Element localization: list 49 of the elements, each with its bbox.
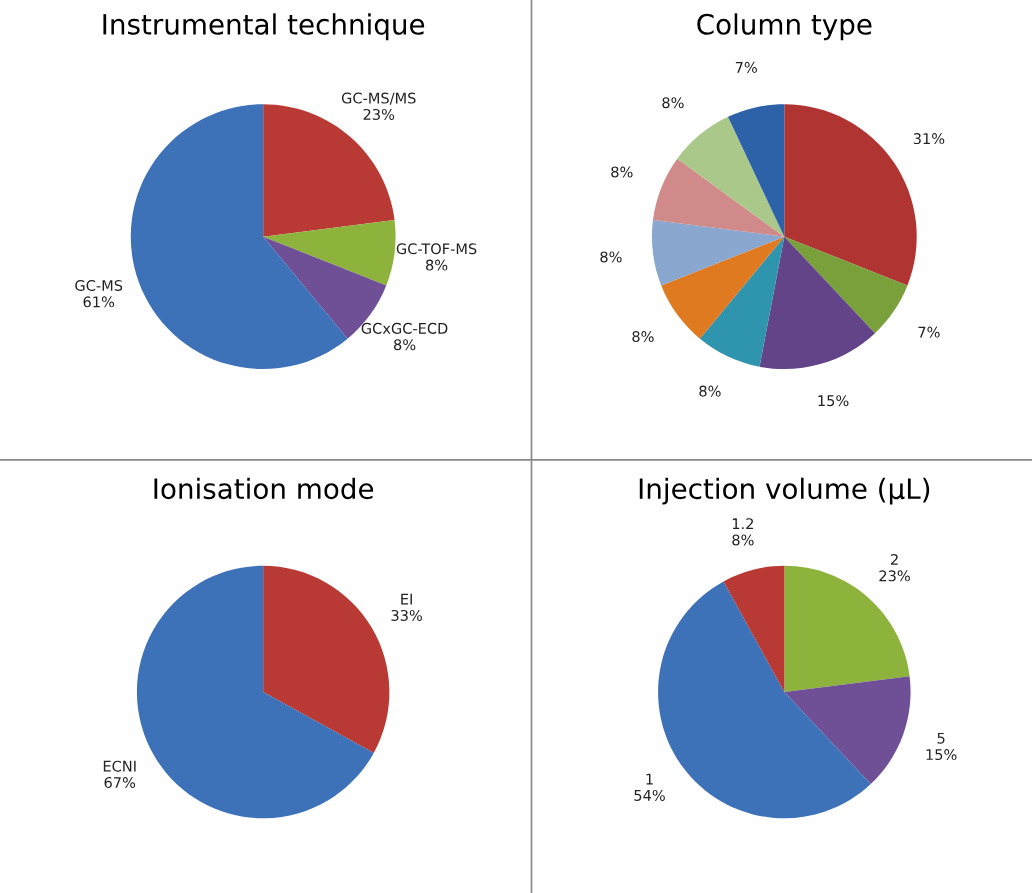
- pie-slice: [677, 116, 785, 237]
- pie-slice: [263, 104, 395, 237]
- slice-label: GC-MS/MS: [341, 92, 416, 105]
- pie-slice: [136, 565, 374, 819]
- pie-slice: [652, 158, 785, 237]
- chart-title: Column type: [697, 13, 872, 41]
- slice-label: GCxGC-ECD: [361, 322, 448, 334]
- data-label: 61%: [83, 296, 115, 308]
- pie-slice: [784, 676, 911, 785]
- data-label: 33%: [391, 609, 423, 621]
- data-label: 8%: [699, 385, 721, 397]
- data-label: 7%: [735, 61, 757, 73]
- data-label: 8%: [632, 331, 654, 343]
- data-label: 31%: [913, 133, 945, 145]
- pie-slice: [661, 236, 785, 339]
- data-label: 54%: [634, 789, 665, 801]
- data-label: 15%: [926, 749, 957, 761]
- pie-slice: [263, 565, 390, 753]
- data-label: 8%: [600, 251, 622, 263]
- pie-slice: [651, 220, 785, 286]
- pie-slice: [723, 565, 785, 693]
- pie-slice: [784, 236, 908, 334]
- data-label: 8%: [611, 166, 633, 178]
- pie-slice: [727, 104, 785, 237]
- data-label: 8%: [393, 339, 416, 351]
- data-label: 15%: [818, 395, 849, 407]
- data-label: 8%: [662, 97, 684, 109]
- data-label: 8%: [425, 259, 448, 271]
- slice-label: 2: [890, 554, 898, 565]
- slice-label: ECNI: [103, 760, 136, 772]
- slice-label: GC-TOF-MS: [396, 243, 477, 255]
- pie-slice: [130, 104, 348, 370]
- data-label: 23%: [363, 108, 395, 120]
- slice-label: 1: [646, 773, 653, 785]
- data-label: 8%: [732, 534, 754, 546]
- pie-slice: [699, 236, 785, 367]
- pie-slice: [263, 220, 396, 286]
- slice-label: 1.2: [732, 518, 754, 529]
- data-label: 67%: [104, 776, 136, 789]
- pie-slice: [759, 236, 875, 370]
- data-label: 7%: [918, 326, 940, 338]
- chart-title: Instrumental technique: [103, 13, 425, 41]
- pie-slice: [784, 565, 910, 693]
- chart-title: Injection volume (µL): [639, 477, 930, 505]
- slice-label: 5: [937, 732, 945, 744]
- chart-title: Ionisation mode: [154, 477, 374, 500]
- slice-label: GC-MS: [75, 279, 123, 292]
- slice-label: EI: [401, 593, 412, 605]
- data-label: 23%: [879, 570, 910, 582]
